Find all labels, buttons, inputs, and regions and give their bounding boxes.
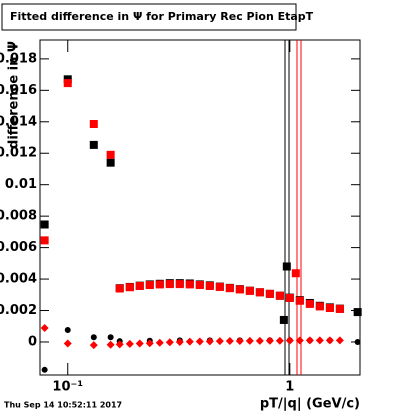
- point: [64, 327, 71, 334]
- point: [275, 291, 284, 300]
- point: [106, 340, 115, 349]
- x-tick-label: 10⁻¹: [52, 380, 83, 395]
- y-tick-label: 0.01: [5, 177, 37, 192]
- point: [205, 281, 214, 290]
- y-tick-label: 0.002: [0, 303, 37, 318]
- point: [275, 336, 284, 345]
- point: [282, 262, 291, 271]
- footer: Thu Sep 14 10:52:11 2017: [4, 401, 122, 410]
- y-tick-label: 0.018: [0, 51, 37, 66]
- point: [295, 296, 304, 305]
- point: [354, 338, 361, 345]
- point: [325, 304, 334, 312]
- point: [305, 299, 314, 308]
- point: [90, 334, 97, 341]
- y-tick-label: 0: [28, 334, 37, 349]
- point: [285, 293, 294, 302]
- point: [175, 337, 184, 346]
- point: [107, 334, 114, 341]
- y-tick-label: 0.014: [0, 114, 37, 129]
- x-tick-label: 1: [285, 380, 294, 395]
- point: [291, 269, 300, 278]
- point: [235, 337, 244, 346]
- point: [225, 337, 234, 346]
- point: [195, 281, 204, 290]
- point: [40, 220, 49, 229]
- point: [135, 339, 144, 348]
- point: [115, 284, 124, 293]
- point: [40, 323, 49, 332]
- point: [315, 302, 324, 311]
- point: [155, 280, 164, 289]
- point: [106, 150, 115, 159]
- y-tick-label: 0.004: [0, 272, 37, 287]
- point: [63, 339, 72, 348]
- point: [106, 158, 115, 167]
- point: [335, 304, 344, 313]
- chart-title: Fitted difference in Ψ for Primary Rec P…: [10, 10, 314, 23]
- point: [225, 284, 234, 293]
- point: [165, 280, 174, 289]
- point: [295, 336, 304, 345]
- point: [155, 338, 164, 347]
- point: [255, 288, 264, 297]
- point: [195, 337, 204, 346]
- point: [305, 336, 314, 345]
- point: [145, 281, 154, 290]
- point: [40, 236, 49, 245]
- point: [125, 283, 134, 292]
- point: [245, 286, 254, 295]
- point: [135, 281, 144, 290]
- point: [205, 337, 214, 346]
- point: [265, 289, 274, 298]
- x-axis-label: pT/|q| (GeV/c): [260, 397, 360, 412]
- point: [353, 308, 362, 317]
- y-tick-label: 0.016: [0, 83, 37, 98]
- point: [175, 280, 184, 289]
- frame: [39, 39, 361, 376]
- y-tick-label: 0.008: [0, 209, 37, 224]
- point: [63, 79, 72, 88]
- point: [115, 340, 124, 349]
- point: [89, 119, 98, 128]
- point: [185, 280, 194, 289]
- point: [335, 336, 344, 345]
- point: [265, 336, 274, 345]
- point: [245, 336, 254, 345]
- title-box: [1, 3, 297, 31]
- point: [215, 337, 224, 346]
- y-tick-label: 0.006: [0, 240, 37, 255]
- point: [215, 282, 224, 291]
- point: [145, 339, 154, 348]
- point: [285, 336, 294, 345]
- y-axis-label: difference in Ψ: [7, 41, 22, 149]
- y-tick-label: 0.012: [0, 146, 37, 161]
- point: [89, 140, 98, 149]
- point: [279, 315, 288, 324]
- point: [255, 336, 264, 345]
- point: [185, 337, 194, 346]
- point: [89, 341, 98, 350]
- point: [235, 285, 244, 294]
- point: [325, 336, 334, 345]
- point: [125, 339, 134, 348]
- point: [165, 338, 174, 347]
- point: [315, 336, 324, 345]
- point: [41, 366, 48, 373]
